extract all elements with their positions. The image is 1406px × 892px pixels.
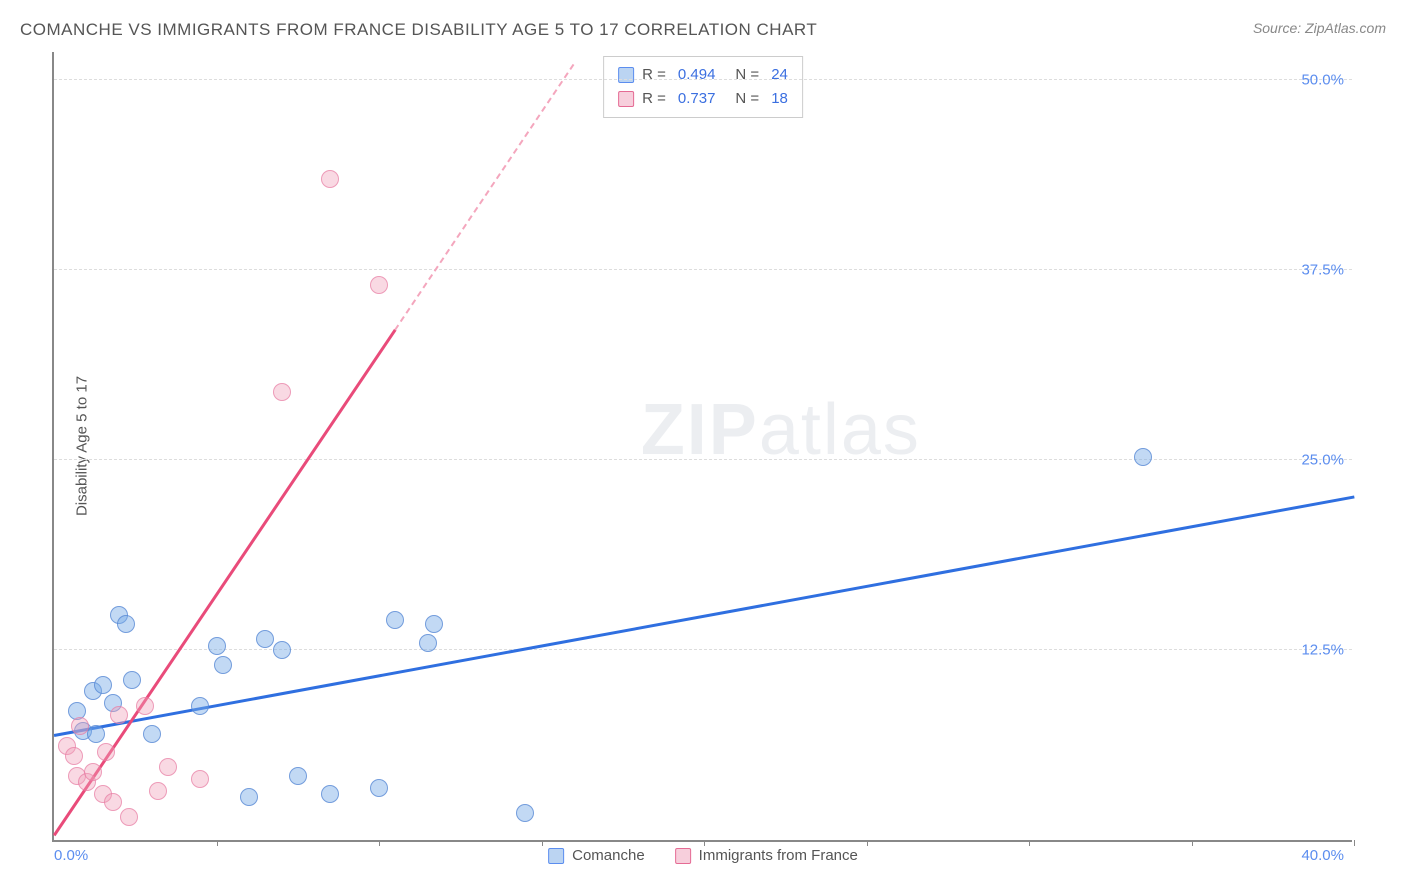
scatter-point [191,770,209,788]
stat-row-france: R = 0.737 N = 18 [618,87,788,111]
scatter-point [386,611,404,629]
swatch-pink-icon [618,91,634,107]
scatter-point [143,725,161,743]
r-value-1: 0.494 [678,63,716,87]
scatter-point [120,808,138,826]
legend-label-2: Immigrants from France [699,847,858,864]
scatter-point [159,758,177,776]
bottom-legend: Comanche Immigrants from France [548,847,858,864]
stat-legend: R = 0.494 N = 24 R = 0.737 N = 18 [603,56,803,118]
x-tick-label-min: 0.0% [54,847,88,864]
scatter-point [256,630,274,648]
scatter-point [84,763,102,781]
gridline-h [54,79,1352,80]
n-value-1: 24 [771,63,788,87]
scatter-point [273,383,291,401]
scatter-point [1134,448,1152,466]
scatter-point [65,747,83,765]
scatter-point [104,793,122,811]
trend-line [54,496,1354,737]
legend-swatch-blue-icon [548,848,564,864]
trend-line [394,64,574,331]
plot-area: ZIPatlas R = 0.494 N = 24 R = 0.737 N = … [52,52,1352,842]
scatter-point [97,743,115,761]
r-label-1: R = [642,63,666,87]
scatter-point [117,615,135,633]
legend-label-1: Comanche [572,847,645,864]
r-value-2: 0.737 [678,87,716,111]
scatter-point [321,170,339,188]
scatter-point [87,725,105,743]
chart-title: COMANCHE VS IMMIGRANTS FROM FRANCE DISAB… [20,20,817,40]
swatch-blue-icon [618,67,634,83]
scatter-point [71,717,89,735]
n-value-2: 18 [771,87,788,111]
y-tick-label: 12.5% [1301,642,1344,659]
stat-row-comanche: R = 0.494 N = 24 [618,63,788,87]
scatter-point [240,788,258,806]
n-label-1: N = [735,63,759,87]
gridline-h [54,459,1352,460]
scatter-point [149,782,167,800]
y-tick-label: 37.5% [1301,262,1344,279]
r-label-2: R = [642,87,666,111]
x-tick [217,840,218,846]
y-tick-label: 50.0% [1301,72,1344,89]
scatter-point [136,697,154,715]
x-tick [1029,840,1030,846]
scatter-point [370,779,388,797]
scatter-point [214,656,232,674]
scatter-point [94,676,112,694]
x-tick [542,840,543,846]
scatter-point [516,804,534,822]
x-tick [867,840,868,846]
scatter-point [370,276,388,294]
scatter-point [110,706,128,724]
scatter-point [425,615,443,633]
x-tick [704,840,705,846]
scatter-point [208,637,226,655]
x-tick [1192,840,1193,846]
scatter-point [273,641,291,659]
x-tick [1354,840,1355,846]
scatter-point [123,671,141,689]
y-tick-label: 25.0% [1301,452,1344,469]
x-tick-label-max: 40.0% [1301,847,1344,864]
scatter-point [289,767,307,785]
n-label-2: N = [735,87,759,111]
gridline-h [54,649,1352,650]
x-tick [379,840,380,846]
scatter-point [419,634,437,652]
legend-swatch-pink-icon [675,848,691,864]
gridline-h [54,269,1352,270]
chart-source: Source: ZipAtlas.com [1253,20,1386,36]
scatter-point [191,697,209,715]
legend-item-france: Immigrants from France [675,847,858,864]
legend-item-comanche: Comanche [548,847,645,864]
scatter-point [321,785,339,803]
